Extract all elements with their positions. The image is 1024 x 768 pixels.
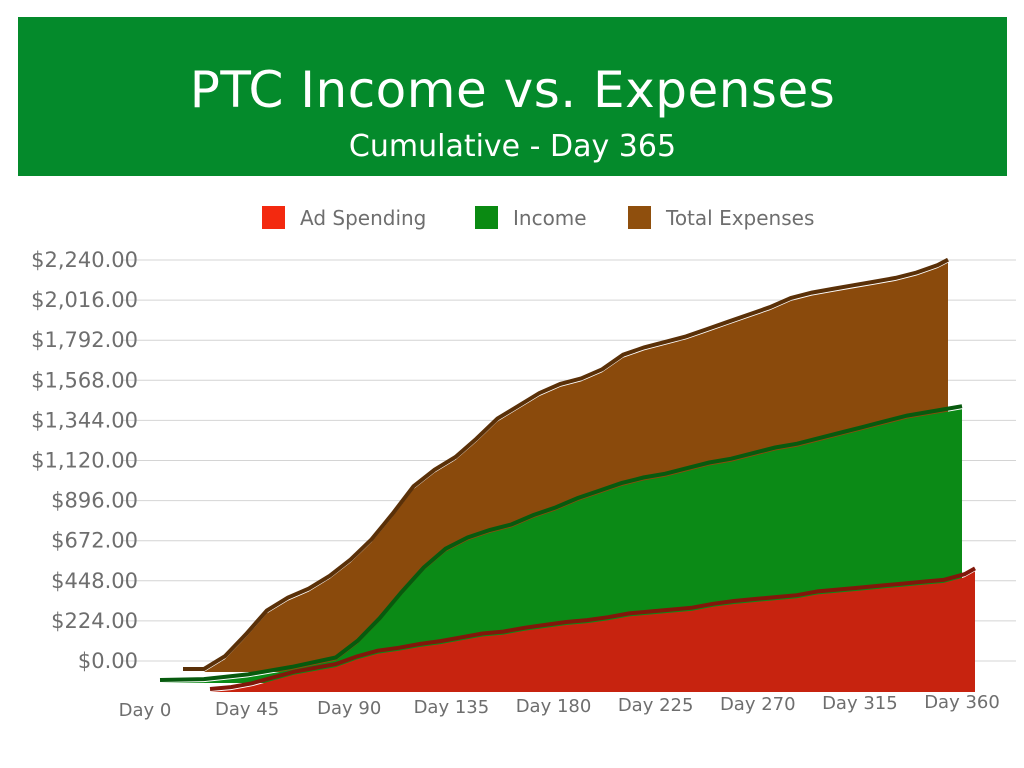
y-tick-label: $1,792.00: [31, 328, 138, 352]
series-edge-total-expenses: [183, 257, 949, 671]
chart-legend: Ad Spending Income Total Expenses: [262, 206, 814, 230]
legend-label-ad-spending: Ad Spending: [300, 206, 426, 230]
chart-subtitle: Cumulative - Day 365: [348, 129, 677, 164]
legend-label-income: Income: [513, 206, 587, 230]
y-tick-label: $0.00: [78, 649, 138, 673]
x-tick-label: Day 225: [618, 695, 694, 716]
y-tick-label: $672.00: [51, 529, 138, 553]
chart-areas: [159, 257, 976, 692]
legend-swatch-ad-spending: [262, 206, 285, 229]
x-tick-label: Day 270: [720, 694, 796, 715]
x-tick-label: Day 180: [516, 696, 592, 717]
series-edge-income: [159, 404, 963, 682]
x-tick-label: Day 90: [317, 698, 381, 719]
x-tick-label: Day 315: [822, 693, 898, 714]
y-tick-label: $2,016.00: [31, 288, 138, 312]
y-axis: $0.00 $224.00 $448.00 $672.00 $896.00 $1,120.…: [31, 248, 138, 673]
legend-label-total-expenses: Total Expenses: [665, 206, 814, 230]
x-axis: Day 0 Day 45 Day 90 Day 135 Day 180 Day 225 Da…: [119, 692, 1000, 721]
x-tick-label: Day 135: [414, 697, 490, 718]
x-tick-label: Day 45: [215, 699, 279, 720]
y-tick-label: $448.00: [51, 569, 138, 593]
chart-title: PTC Income vs. Expenses: [189, 61, 836, 119]
title-banner: PTC Income vs. Expenses Cumulative - Day…: [18, 17, 1007, 176]
y-tick-label: $1,120.00: [31, 449, 138, 473]
series-area-ad-spending: [210, 571, 975, 692]
y-tick-label: $2,240.00: [31, 248, 138, 272]
y-tick-label: $896.00: [51, 489, 138, 513]
x-tick-label: Day 0: [119, 700, 172, 721]
legend-swatch-total-expenses: [628, 206, 651, 229]
y-tick-label: $1,568.00: [31, 368, 138, 392]
series-edge-ad-spending: [209, 566, 976, 691]
x-tick-label: Day 360: [924, 692, 1000, 713]
legend-swatch-income: [475, 206, 498, 229]
y-tick-label: $1,344.00: [31, 408, 138, 432]
y-tick-label: $224.00: [51, 609, 138, 633]
